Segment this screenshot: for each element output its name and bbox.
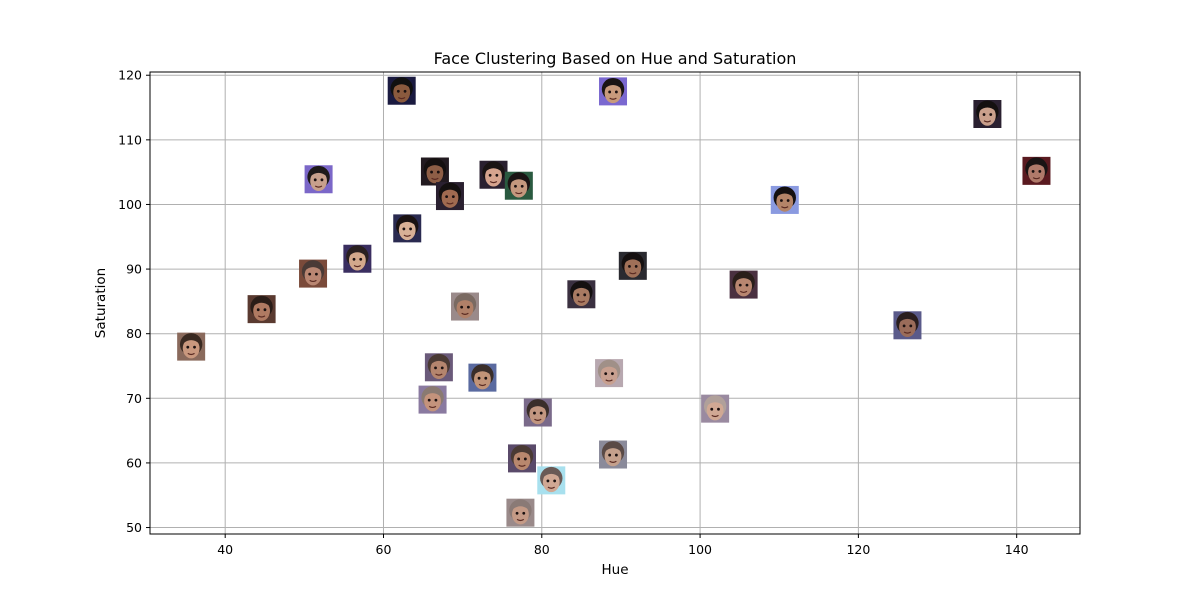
face-thumbnail-point: [729, 270, 758, 299]
face-thumbnail-point: [618, 251, 647, 280]
x-tick-label: 80: [534, 542, 550, 557]
y-tick-label: 90: [126, 262, 142, 277]
face-thumbnail-point: [393, 214, 422, 243]
x-axis-label: Hue: [601, 562, 628, 578]
y-axis-label: Saturation: [93, 268, 109, 338]
x-tick-label: 100: [688, 542, 712, 557]
face-thumbnail-point: [1022, 156, 1051, 185]
face-thumbnail-point: [504, 171, 533, 200]
face-thumbnail-point: [247, 295, 276, 324]
face-thumbnail-point: [893, 311, 922, 340]
face-thumbnail-point: [506, 498, 535, 527]
x-tick-label: 40: [217, 542, 233, 557]
face-thumbnail-point: [387, 76, 416, 105]
y-tick-label: 70: [126, 391, 142, 406]
face-thumbnail-point: [595, 359, 624, 388]
face-thumbnail-point: [973, 100, 1002, 128]
chart-title: Face Clustering Based on Hue and Saturat…: [434, 49, 797, 68]
y-tick-label: 80: [126, 326, 142, 341]
face-thumbnail-point: [177, 332, 206, 361]
face-thumbnail-point: [424, 353, 453, 382]
face-thumbnail-point: [599, 440, 628, 469]
y-tick-label: 100: [118, 197, 142, 212]
axis-ticks: 40 60 80 100 120 140 50 60 70 80 90 100 110 120: [118, 68, 1029, 557]
face-thumbnail-point: [343, 244, 372, 273]
y-tick-label: 120: [118, 68, 142, 83]
x-tick-label: 140: [1005, 542, 1029, 557]
face-thumbnail-point: [770, 185, 799, 214]
face-thumbnail-point: [479, 160, 508, 189]
face-thumbnail-point: [701, 394, 730, 423]
x-tick-label: 60: [376, 542, 392, 557]
plot-frame: [149, 71, 1081, 535]
y-tick-label: 50: [126, 520, 142, 535]
face-thumbnail-point: [523, 398, 552, 427]
x-tick-label: 120: [846, 542, 870, 557]
y-tick-label: 110: [118, 132, 142, 147]
face-thumbnail-point: [599, 77, 628, 106]
y-tick-label: 60: [126, 455, 142, 470]
face-thumbnail-point: [537, 466, 566, 495]
face-thumbnail-point: [299, 259, 328, 288]
face-thumbnail-point: [418, 385, 447, 414]
data-points: [177, 76, 1051, 527]
face-thumbnail-point: [451, 292, 480, 321]
face-thumbnail-point: [420, 157, 449, 186]
face-thumbnail-point: [508, 444, 536, 473]
face-thumbnail-point: [567, 280, 596, 309]
face-thumbnail-point: [435, 182, 464, 211]
face-thumbnail-point: [468, 363, 497, 392]
face-thumbnail-point: [304, 165, 333, 194]
